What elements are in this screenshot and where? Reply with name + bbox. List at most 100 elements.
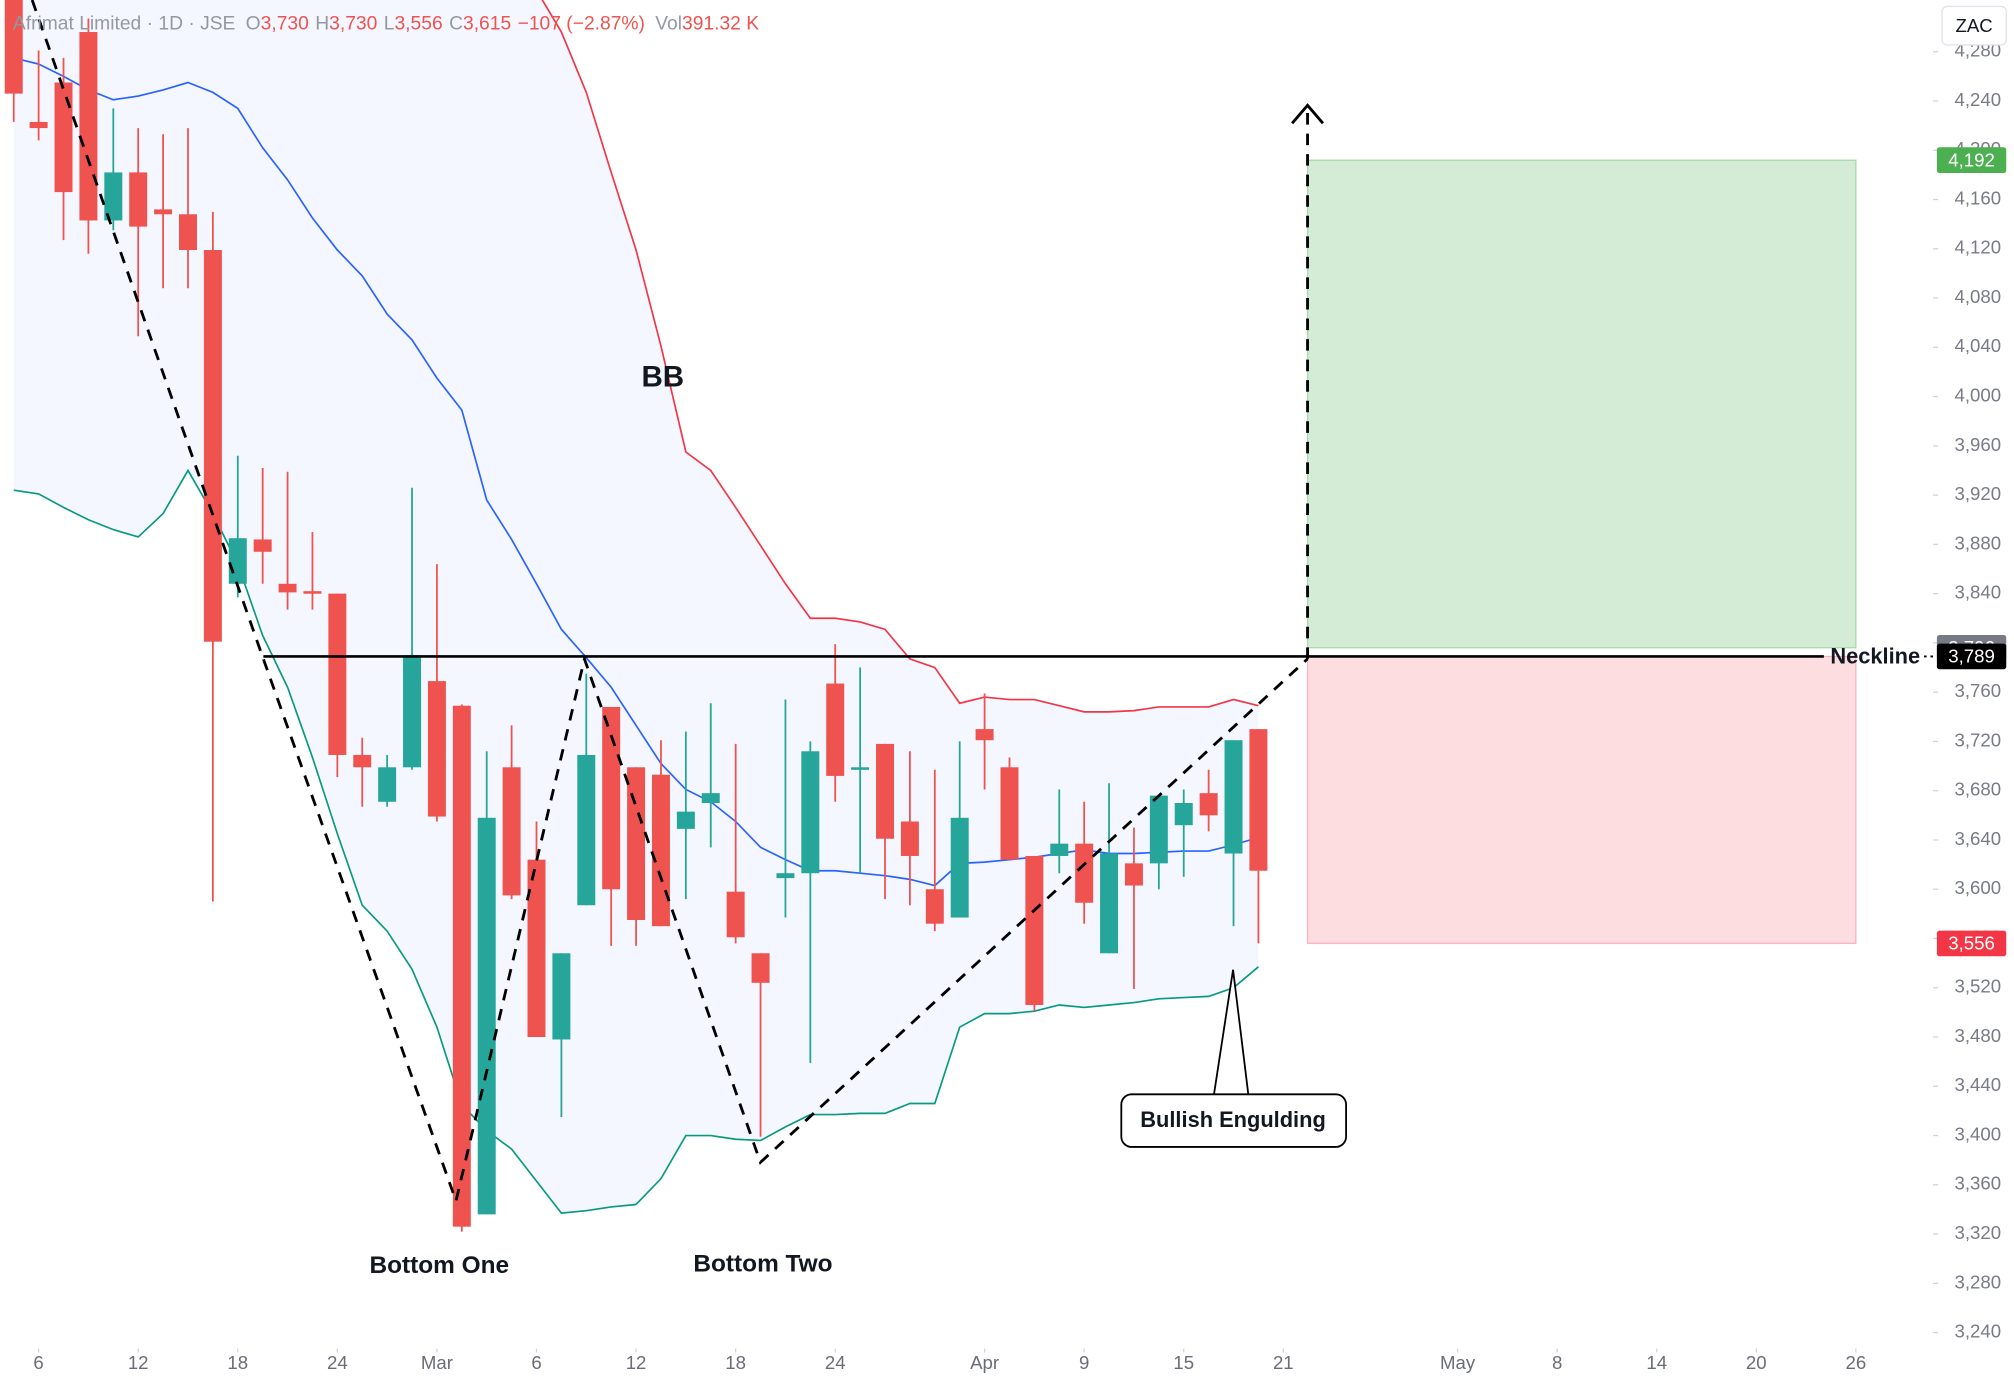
candle-body — [1149, 795, 1168, 864]
candle-body — [826, 683, 845, 776]
candle-body — [1124, 863, 1143, 886]
header-item: Vol — [655, 13, 682, 34]
y-tick-label: 3,600 — [1955, 877, 2002, 898]
header-item: O — [246, 13, 261, 34]
header-item: Afrimat Limited · 1D · JSE — [13, 13, 236, 34]
candle-body — [1025, 855, 1044, 1005]
pattern-line — [30, 0, 1309, 1206]
y-tick-label: 3,520 — [1955, 976, 2002, 997]
x-tick-label: Mar — [421, 1352, 453, 1373]
candle-body — [950, 817, 969, 918]
y-tick-label: 3,440 — [1955, 1074, 2002, 1095]
candle-body — [54, 82, 73, 193]
candle-body — [900, 821, 919, 856]
x-tick-label: Apr — [970, 1352, 999, 1373]
time-axis-bg — [0, 1348, 2014, 1382]
x-tick-label: 14 — [1646, 1352, 1667, 1373]
x-tick-label: 18 — [725, 1352, 746, 1373]
header-item: 3,730 — [261, 13, 309, 34]
header-item: C — [449, 13, 463, 34]
candle-body — [925, 889, 944, 924]
candle-body — [577, 754, 596, 906]
candle-body — [1174, 803, 1193, 826]
candle-body — [701, 793, 720, 804]
y-tick-label: 3,640 — [1955, 828, 2002, 849]
x-tick-label: 9 — [1079, 1352, 1089, 1373]
y-tick-label: 3,880 — [1955, 532, 2002, 553]
y-tick-label: 3,920 — [1955, 483, 2002, 504]
y-tick-label: 4,160 — [1955, 187, 2002, 208]
candle-body — [1249, 729, 1268, 871]
currency: ZAC — [1956, 15, 1993, 36]
candle-body — [278, 583, 297, 593]
candle-body — [353, 754, 372, 768]
y-tick-label: 4,000 — [1955, 384, 2002, 405]
x-tick-label: 24 — [327, 1352, 348, 1373]
x-tick-label: 15 — [1173, 1352, 1194, 1373]
x-tick-label: 26 — [1846, 1352, 1867, 1373]
y-tick-label: 3,240 — [1955, 1321, 2002, 1342]
candle-body — [851, 767, 870, 770]
band-fill — [13, 0, 1259, 1214]
candle-body — [726, 891, 745, 938]
candle-body — [776, 873, 795, 879]
drawings: Bullish Engulding Bottom One Bottom Two … — [30, 0, 1934, 1279]
x-tick-label: 6 — [531, 1352, 541, 1373]
y-tick-label: 4,120 — [1955, 237, 2002, 258]
header-item: H — [315, 13, 329, 34]
candle-body — [79, 32, 98, 221]
candle-body — [129, 172, 148, 227]
y-tick-label: 3,320 — [1955, 1222, 2002, 1243]
candle-body — [602, 706, 621, 890]
candle-body — [552, 953, 571, 1040]
projection-arrow — [1291, 103, 1325, 125]
candle-body — [1050, 843, 1069, 856]
price-label-box — [1936, 147, 2007, 173]
header-item: 391.32 K — [682, 13, 759, 34]
price-axis-bg — [1933, 0, 2014, 1382]
candle-body — [253, 539, 272, 552]
indicator-line — [541, 0, 1259, 713]
x-tick-label: 21 — [1273, 1352, 1294, 1373]
header-item: 3,615 — [463, 13, 511, 34]
header-item: −107 (−2.87%) — [518, 13, 645, 34]
header-item: 3,730 — [329, 13, 377, 34]
x-tick-label: 18 — [227, 1352, 248, 1373]
neckline-label: Neckline — [1830, 643, 1920, 668]
candle-body — [1199, 793, 1218, 816]
price-label-box — [1936, 930, 2007, 957]
price-label: 3,556 — [1948, 933, 1995, 954]
candle-body — [452, 705, 471, 1227]
candle-body — [403, 655, 422, 768]
stop-zone — [1306, 655, 1857, 945]
y-tick-label: 3,360 — [1955, 1173, 2002, 1194]
callout-text: Bullish Engulding — [1140, 1107, 1326, 1132]
callout-box — [1120, 1093, 1347, 1148]
x-tick-label: May — [1440, 1352, 1476, 1373]
y-tick-label: 3,400 — [1955, 1123, 2002, 1144]
header: Afrimat Limited · 1D · JSE O3,730 H3,730 L3… — [13, 13, 759, 34]
x-tick-label: 8 — [1552, 1352, 1562, 1373]
candle-body — [427, 681, 446, 817]
plot-area — [4, 0, 1857, 1232]
candle-body — [502, 767, 521, 896]
candle-body — [975, 729, 994, 741]
y-tick-label: 3,960 — [1955, 434, 2002, 455]
y-tick-label: 3,840 — [1955, 582, 2002, 603]
candle-body — [378, 767, 397, 802]
candle-body — [651, 774, 670, 927]
candle-body — [154, 209, 173, 215]
header-item: L — [384, 13, 395, 34]
candle-body — [627, 767, 646, 921]
candle-body — [328, 593, 347, 755]
candle-body — [29, 121, 48, 129]
y-tick-label: 4,240 — [1955, 89, 2002, 110]
candle-body — [876, 743, 895, 839]
candle-body — [1000, 767, 1019, 860]
x-tick-label: 12 — [128, 1352, 149, 1373]
candle-body — [203, 250, 222, 642]
price-label: 3,789 — [1948, 646, 1995, 667]
x-tick-label: 20 — [1746, 1352, 1767, 1373]
